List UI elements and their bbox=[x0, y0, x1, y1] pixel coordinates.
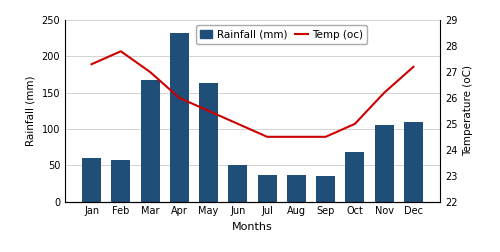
Bar bbox=[140, 80, 160, 202]
Y-axis label: Rainfall (mm): Rainfall (mm) bbox=[26, 76, 36, 146]
X-axis label: Months: Months bbox=[232, 222, 273, 232]
Bar bbox=[346, 152, 364, 202]
Bar bbox=[404, 122, 423, 202]
Y-axis label: Temperature (oC): Temperature (oC) bbox=[463, 65, 473, 156]
Bar bbox=[287, 175, 306, 202]
Bar bbox=[112, 160, 130, 202]
Bar bbox=[374, 125, 394, 202]
Bar bbox=[316, 176, 335, 202]
Bar bbox=[199, 83, 218, 202]
Bar bbox=[170, 33, 189, 202]
Bar bbox=[258, 175, 276, 202]
Bar bbox=[82, 158, 101, 202]
Bar bbox=[228, 165, 248, 202]
Legend: Rainfall (mm), Temp (oc): Rainfall (mm), Temp (oc) bbox=[196, 25, 368, 44]
